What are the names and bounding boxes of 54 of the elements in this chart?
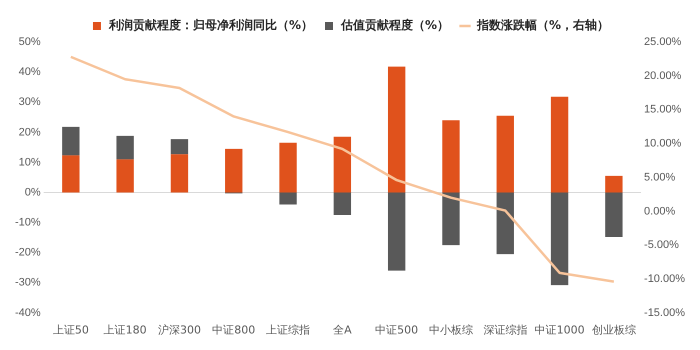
bar: [442, 192, 460, 246]
y-tick-label: -30%: [14, 276, 41, 289]
bar: [496, 192, 514, 254]
bar: [62, 155, 80, 192]
x-tick-label: 中证500: [375, 323, 418, 336]
legend-label: 利润贡献程度：归母净利润同比（%）: [108, 18, 313, 32]
legend-label: 指数涨跌幅（%，右轴）: [476, 18, 610, 32]
y-tick-label: 20%: [18, 126, 41, 138]
x-tick-label: 上证50: [52, 323, 89, 336]
y2-tick-label: 25.00%: [644, 36, 682, 48]
bar: [496, 116, 514, 192]
bar: [550, 192, 568, 286]
x-tick-label: 上证180: [104, 323, 147, 336]
bar: [116, 136, 134, 160]
bar: [334, 136, 352, 192]
y2-tick-label: 10.00%: [644, 138, 682, 150]
y-tick-label: -10%: [14, 216, 41, 229]
bar: [279, 142, 297, 192]
bar: [442, 120, 460, 192]
bar: [605, 176, 623, 192]
y2-tick-label: -5.00%: [644, 239, 680, 252]
x-tick-label: 中小板综: [428, 323, 473, 336]
y2-tick-label: 20.00%: [644, 70, 682, 82]
bar: [170, 139, 188, 154]
y-tick-label: -40%: [14, 306, 41, 319]
y2-tick-label: 0.00%: [644, 205, 676, 218]
bar: [225, 148, 242, 192]
x-tick-label: 上证综指: [266, 323, 310, 336]
bar: [605, 192, 623, 237]
bar: [62, 126, 80, 156]
bar: [116, 159, 134, 192]
y-tick-label: 40%: [18, 66, 41, 78]
y-tick-label: -20%: [14, 246, 41, 259]
bar: [388, 192, 406, 271]
y-tick-label: 10%: [18, 156, 41, 168]
x-tick-label: 中证800: [212, 323, 256, 336]
bar: [279, 192, 297, 204]
x-tick-label: 创业板综: [592, 323, 636, 336]
y-tick-label: 0%: [24, 186, 41, 198]
y2-tick-label: -15.00%: [644, 306, 686, 319]
y-tick-label: 50%: [18, 36, 41, 48]
y2-tick-label: -10.00%: [644, 272, 686, 285]
x-tick-label: 全A: [333, 323, 352, 336]
bar: [388, 66, 406, 192]
bar: [550, 96, 568, 192]
x-tick-label: 深证综指: [483, 323, 528, 336]
y-tick-label: 30%: [18, 96, 41, 108]
bar: [170, 154, 188, 192]
bar: [334, 192, 352, 216]
y2-tick-label: 5.00%: [644, 171, 676, 184]
x-tick-label: 沪深300: [158, 323, 201, 336]
legend-label: 估值贡献程度（%）: [340, 18, 450, 32]
y2-tick-label: 15.00%: [644, 104, 682, 116]
x-tick-label: 中证1000: [534, 323, 585, 336]
